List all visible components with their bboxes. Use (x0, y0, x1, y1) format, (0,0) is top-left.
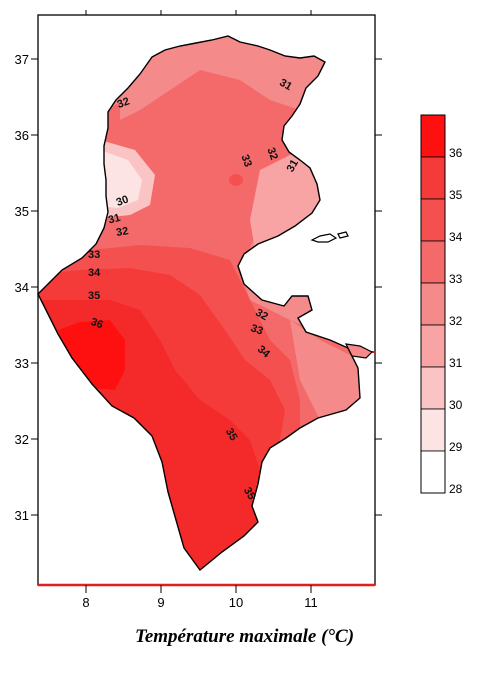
legend-label: 29 (449, 440, 463, 454)
legend-frame (420, 114, 446, 494)
legend-label: 36 (449, 146, 463, 160)
legend-swatch (420, 198, 446, 242)
legend-label: 32 (449, 314, 463, 328)
y-tick-label: 33 (15, 356, 29, 371)
y-tick-label: 35 (15, 204, 29, 219)
legend-swatch (420, 240, 446, 284)
x-tick-label: 8 (82, 595, 89, 610)
zone-29-30-west (100, 150, 142, 208)
contour-label: 31 (277, 77, 294, 94)
contour-label: 34 (88, 267, 101, 279)
contour-label: 33 (249, 322, 265, 337)
y-tick-label: 36 (15, 128, 29, 143)
legend-swatch (420, 450, 446, 494)
legend-label: 33 (449, 272, 463, 286)
x-tick-label: 9 (157, 595, 164, 610)
y-tick-label: 34 (15, 280, 29, 295)
warm-spot-central (229, 174, 243, 186)
contour-label: 32 (253, 307, 270, 324)
contour-label: 32 (116, 96, 132, 111)
legend-swatch (420, 324, 446, 368)
x-tick-label: 11 (304, 595, 318, 610)
contour-labels: 31 32 33 32 31 30 31 32 33 34 35 36 32 3… (88, 77, 301, 502)
legend-label: 28 (449, 482, 463, 496)
map-caption: Température maximale (°C) (134, 626, 355, 647)
contour-label: 33 (88, 249, 100, 261)
contour-label: 35 (223, 426, 240, 443)
y-tick-label: 37 (15, 52, 29, 67)
warm-spot-north (162, 95, 174, 105)
x-tick-label: 10 (229, 595, 243, 610)
legend-swatch (420, 282, 446, 326)
legend-label: 34 (449, 230, 463, 244)
contour-label: 31 (285, 158, 302, 175)
contour-label: 31 (107, 212, 122, 227)
contour-label: 32 (264, 146, 279, 162)
legend-swatch (420, 408, 446, 452)
contour-label: 35 (241, 485, 258, 502)
zone-north-coast-light (120, 40, 330, 120)
y-tick-label: 32 (15, 432, 29, 447)
djerba-island (344, 343, 374, 359)
legend-label: 31 (449, 356, 463, 370)
color-legend: 36 35 34 33 32 31 30 29 28 (420, 114, 463, 496)
contour-label: 30 (115, 194, 131, 209)
legend-swatch (420, 114, 446, 158)
contour-label: 33 (238, 153, 253, 169)
legend-swatch (420, 156, 446, 200)
zone-south-coast-light (290, 320, 360, 420)
legend-label: 30 (449, 398, 463, 412)
zone-over-36 (58, 320, 125, 390)
legend-label: 35 (449, 188, 463, 202)
y-tick-label: 31 (15, 508, 29, 523)
contour-label: 32 (115, 225, 129, 239)
contour-label: 35 (88, 290, 100, 302)
legend-swatch (420, 366, 446, 410)
kerkennah-islands (310, 231, 349, 243)
contour-label: 36 (89, 316, 105, 331)
